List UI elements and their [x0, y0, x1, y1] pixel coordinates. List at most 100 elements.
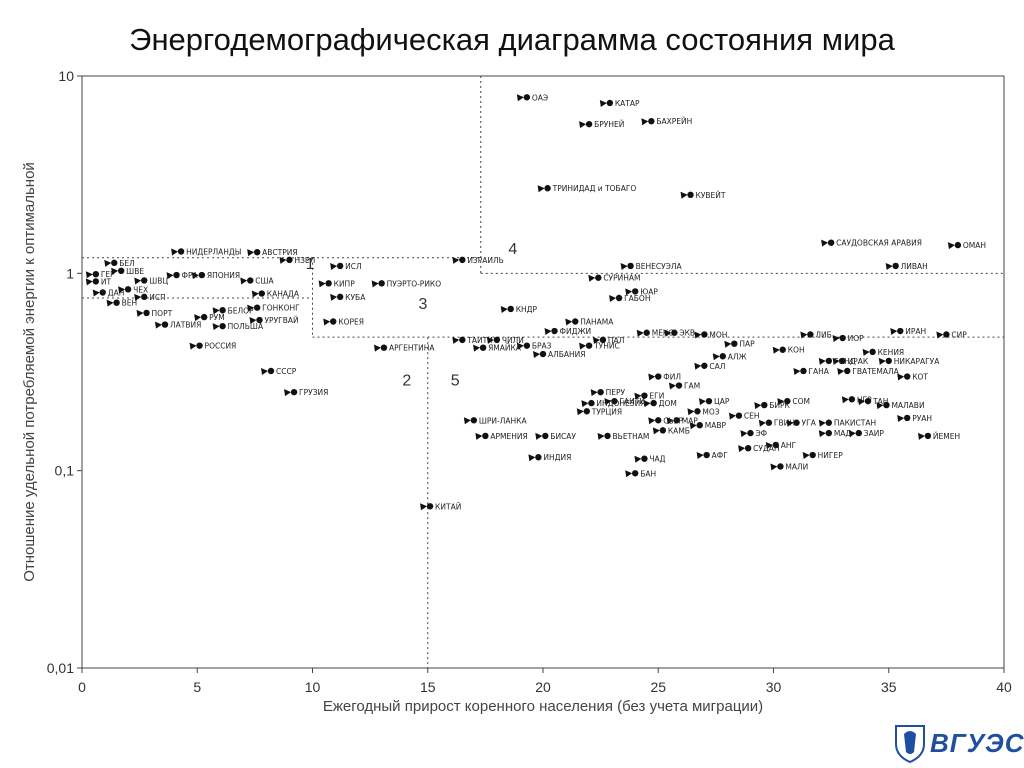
point-label: МЕКС — [652, 329, 674, 338]
data-point: АНГ — [765, 441, 797, 450]
point-label: ЧАД — [649, 455, 665, 464]
data-point: ФРА — [166, 271, 199, 280]
point-label: БРАЗ — [532, 342, 552, 351]
trend-arrow-marker — [664, 329, 672, 337]
data-point: МАД — [818, 429, 851, 438]
data-point: ТАН — [858, 397, 888, 406]
trend-arrow-marker — [634, 455, 642, 463]
point-label: НИКАРАГУА — [894, 357, 941, 366]
point-label: ИНДИЯ — [543, 453, 571, 462]
data-point: МОН — [694, 330, 727, 339]
trend-arrow-marker — [261, 367, 269, 375]
point-label: ВЕН — [122, 299, 138, 308]
data-point: БЕЛ — [104, 259, 135, 268]
point-marker — [378, 280, 385, 287]
point-marker — [772, 441, 780, 449]
point-marker — [827, 239, 835, 246]
point-label: ГРУЗИЯ — [299, 388, 328, 397]
point-marker — [687, 191, 694, 199]
trend-arrow-marker — [330, 293, 338, 301]
data-point: ГЕР — [85, 270, 115, 279]
point-label: СССР — [276, 367, 297, 376]
point-marker — [839, 334, 846, 342]
point-marker — [161, 321, 169, 328]
data-point: США — [240, 276, 275, 285]
trend-arrow-marker — [565, 318, 573, 326]
point-marker — [641, 392, 648, 399]
y-tick-label: 0,01 — [47, 660, 74, 676]
trend-arrow-marker — [516, 342, 524, 350]
data-point: ТУНИС — [579, 342, 620, 351]
trend-arrow-marker — [420, 503, 428, 511]
data-point: ИОР — [832, 334, 864, 343]
data-point: КОРЕЯ — [323, 318, 364, 327]
point-label: РОССИЯ — [205, 342, 237, 351]
data-point: КУВЕЙТ — [680, 191, 726, 200]
data-point: СУДАН — [738, 444, 780, 453]
data-point: ЛИБ — [800, 330, 832, 339]
point-label: БАХРЕЙН — [656, 117, 692, 126]
point-label: ЧЕХ — [133, 285, 148, 294]
trend-arrow-marker — [724, 340, 732, 348]
trend-arrow-marker — [579, 342, 587, 350]
point-marker — [943, 331, 950, 338]
trend-arrow-marker — [85, 271, 93, 279]
point-label: ВЬЕТНАМ — [613, 432, 650, 441]
point-marker — [694, 408, 701, 415]
point-marker — [92, 270, 100, 278]
point-marker — [551, 327, 558, 335]
point-label: КИТАЙ — [435, 502, 461, 511]
trend-arrow-marker — [666, 417, 674, 425]
point-marker — [585, 120, 593, 128]
trend-arrow-marker — [452, 336, 460, 344]
data-point: НИКАРАГУА — [878, 357, 941, 366]
data-point: НИГЕР — [802, 451, 843, 460]
point-marker — [585, 342, 593, 349]
point-label: ЛИБ — [815, 330, 831, 339]
point-marker — [330, 318, 337, 325]
data-point: МЕКС — [636, 329, 674, 338]
x-tick-label: 35 — [881, 679, 897, 695]
point-label: КАНАДА — [267, 290, 300, 299]
point-marker — [777, 463, 784, 470]
point-marker — [779, 346, 786, 353]
point-marker — [336, 262, 344, 270]
trend-arrow-marker — [772, 346, 780, 354]
trend-arrow-marker — [885, 262, 893, 270]
point-marker — [825, 419, 833, 426]
data-point: БИСАУ — [535, 432, 576, 441]
data-point: ШВЕ — [111, 267, 144, 276]
point-label: ДОМ — [659, 399, 677, 408]
point-marker — [200, 313, 208, 321]
point-marker — [650, 399, 657, 407]
trend-arrow-marker — [535, 432, 543, 440]
point-marker — [583, 408, 590, 415]
point-label: ГАМ — [684, 382, 700, 391]
point-label: КИПР — [334, 279, 356, 288]
university-emblem-icon — [895, 725, 925, 764]
point-label: ГВИН — [774, 419, 795, 428]
point-label: БРУНЕЙ — [594, 120, 624, 129]
trend-arrow-marker — [800, 331, 808, 339]
point-marker — [784, 397, 791, 405]
point-marker — [869, 348, 876, 356]
point-label: ПАНАМА — [580, 318, 614, 327]
point-label: НГР — [857, 395, 872, 404]
point-marker — [595, 274, 602, 281]
logo-text: ВГУЭС — [930, 728, 1024, 758]
data-point: ВЕНЕСУЭЛА — [620, 262, 683, 271]
point-label: БИСАУ — [550, 432, 576, 441]
trend-arrow-marker — [917, 432, 925, 440]
trend-arrow-marker — [528, 454, 536, 462]
data-point: БРУНЕЙ — [579, 120, 624, 129]
data-point: ИНДИЯ — [528, 453, 571, 462]
point-label: ФРА — [182, 271, 199, 280]
y-tick-label: 10 — [58, 68, 74, 84]
data-point: ИРАН — [890, 327, 926, 336]
point-marker — [954, 241, 962, 249]
point-marker — [286, 256, 293, 264]
point-marker — [864, 397, 872, 405]
trend-arrow-marker — [588, 274, 596, 282]
point-marker — [648, 118, 655, 125]
point-label: ШВЦ — [149, 276, 168, 285]
